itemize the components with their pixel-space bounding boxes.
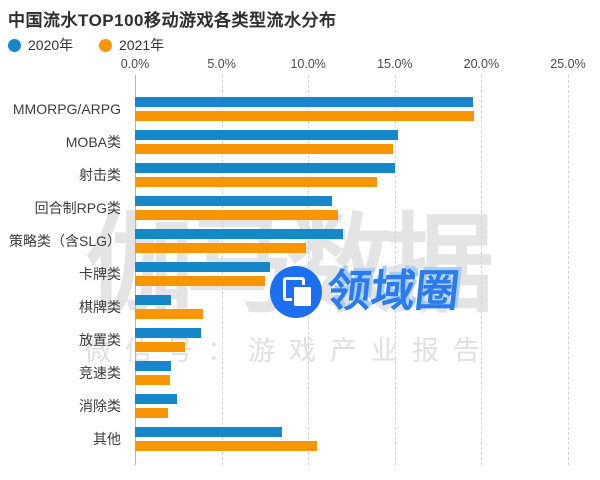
x-tick-label: 5.0% xyxy=(207,57,236,71)
category-label: 回合制RPG类 xyxy=(34,200,121,216)
category-label: 其他 xyxy=(93,431,121,447)
category-label: 卡牌类 xyxy=(79,266,121,282)
bar-2020 xyxy=(135,229,343,239)
bar-2021 xyxy=(135,111,475,121)
bar-2021 xyxy=(135,276,265,286)
bar-2020 xyxy=(135,328,201,338)
category-label: 消除类 xyxy=(79,398,121,414)
bar-2021 xyxy=(135,342,186,352)
bar-2021 xyxy=(135,375,170,385)
bar-2020 xyxy=(135,427,283,437)
bar-2020 xyxy=(135,361,172,371)
bar-2021 xyxy=(135,144,394,154)
x-tick-label: 15.0% xyxy=(377,57,413,71)
bar-2020 xyxy=(135,295,172,305)
gridline xyxy=(568,75,569,465)
gridline xyxy=(481,75,483,465)
category-label: MMORPG/ARPG xyxy=(12,101,121,117)
legend-item-2021: 2021年 xyxy=(99,35,164,55)
chart-title: 中国流水TOP100移动游戏各类型流水分布 xyxy=(8,11,337,30)
legend-swatch-2021-icon xyxy=(99,38,112,52)
bar-2021 xyxy=(135,177,378,187)
watermark-logo-text: 领域圈 xyxy=(324,267,462,316)
legend-item-2020: 2020年 xyxy=(8,35,73,55)
bar-2020 xyxy=(135,130,399,140)
category-label: 策略类（含SLG） xyxy=(8,233,121,249)
bar-2021 xyxy=(135,210,338,220)
bar-2020 xyxy=(135,97,473,107)
bar-2020 xyxy=(135,163,395,173)
category-label: 放置类 xyxy=(79,332,121,348)
watermark-logo-circle-icon xyxy=(270,266,322,318)
bar-2021 xyxy=(135,243,307,253)
bar-2020 xyxy=(135,262,271,272)
category-label: MOBA类 xyxy=(65,134,121,150)
copy-frames-icon xyxy=(292,285,313,308)
legend-label-2020: 2020年 xyxy=(28,37,74,53)
x-tick-label: 0.0% xyxy=(120,57,150,71)
category-label: 棋牌类 xyxy=(79,299,121,315)
legend-label-2021: 2021年 xyxy=(119,37,165,53)
x-tick-label: 20.0% xyxy=(463,57,500,71)
bar-2021 xyxy=(135,408,168,418)
x-tick-label: 25.0% xyxy=(550,57,586,71)
category-label: 竞速类 xyxy=(79,365,121,381)
bar-2020 xyxy=(135,394,177,404)
bar-2021 xyxy=(135,441,317,451)
x-tick-label: 10.0% xyxy=(290,57,326,71)
category-label: 射击类 xyxy=(79,167,121,183)
gridline xyxy=(394,75,396,465)
legend-swatch-2020-icon xyxy=(8,38,21,52)
bar-2021 xyxy=(135,309,203,319)
bar-2020 xyxy=(135,196,333,206)
